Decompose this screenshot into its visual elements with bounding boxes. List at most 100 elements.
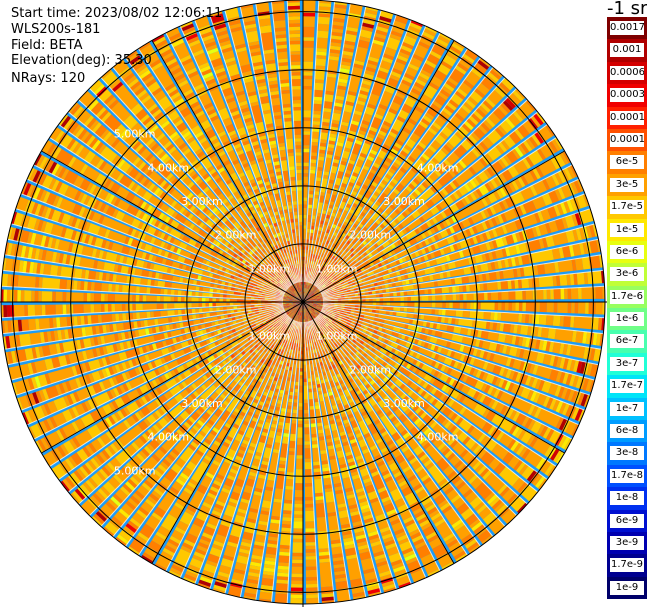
ray-separator [322, 285, 605, 302]
ray-gate-segment [168, 32, 301, 296]
ray-gate-segment [303, 48, 478, 302]
ray-gate-segment [311, 1, 348, 220]
ray-gate-segment [210, 13, 227, 31]
ray-gate-segment [119, 362, 258, 542]
ray-gate-segment [366, 335, 573, 451]
ray [33, 153, 302, 302]
ray-separator [321, 308, 586, 411]
ray-gate-segment [27, 307, 291, 423]
azimuth-spoke [302, 40, 455, 303]
ray-separator [138, 48, 293, 286]
ray-separator [4, 254, 284, 300]
ray-gate-segment [339, 22, 422, 210]
ray-gate-segment [360, 369, 497, 525]
ray-separator [321, 193, 586, 296]
colorbar-tick-label: 1.7e-8 [610, 468, 644, 483]
ray-gate-segment [128, 55, 141, 66]
ray-gate-segment [135, 108, 303, 302]
ray-gate-segment [274, 308, 303, 604]
ray-gate-segment [155, 308, 300, 569]
ray-gate-segment [304, 302, 350, 319]
ray-gate-segment [35, 171, 302, 302]
ray-gate-segment [2, 257, 221, 294]
ray-gate-segment [306, 302, 310, 303]
azimuth-spoke [302, 150, 565, 303]
ray-gate-segment [3, 305, 8, 318]
ray-gate-segment [331, 314, 577, 436]
ray-gate-segment [322, 315, 555, 476]
ray-gate-segment [378, 15, 392, 23]
ray-gate-segment [58, 114, 257, 268]
ray-gate-segment [361, 22, 375, 29]
ray-gate-segment [367, 588, 381, 595]
ray-gate-segment [312, 306, 546, 436]
ray-gate-segment [307, 229, 330, 289]
ray-gate-segment [27, 314, 250, 376]
ray-gate-segment [115, 312, 295, 547]
ray-gate-segment [306, 302, 365, 318]
colorbar-cell: 0.0001 [607, 128, 647, 152]
ray [115, 302, 303, 547]
ray-gate-segment [101, 302, 303, 477]
ray-gate-segment [317, 333, 440, 575]
ray-gate-segment [255, 303, 301, 333]
colorbar-tick-label: 6e-9 [610, 513, 644, 528]
ray-gate-segment [59, 323, 273, 474]
ray-gate-segment [294, 295, 298, 298]
ray-gate-segment [5, 336, 11, 349]
ray [303, 57, 491, 302]
colorbar-cell: 0.0003 [607, 84, 647, 107]
ray-gate-segment [322, 284, 326, 288]
ray-separator [307, 10, 382, 283]
ray-gate-segment [304, 140, 558, 302]
ray-gate-segment [239, 262, 298, 299]
ray-separator [26, 309, 285, 426]
ray-gate-segment [303, 14, 409, 301]
colorbar-cell: 1.7e-8 [607, 464, 647, 488]
ray-gate-segment [126, 52, 302, 300]
ray-gate-segment [165, 27, 292, 278]
ray-separator [309, 320, 412, 585]
ray-gate-segment [34, 376, 42, 389]
ray-gate-segment [22, 412, 30, 425]
ray-gate-segment [392, 326, 583, 389]
ray-gate-segment [304, 295, 320, 302]
ray-separator [138, 318, 293, 556]
ray-gate-segment [291, 343, 303, 585]
ray-gate-segment [315, 180, 582, 297]
ray-gate-segment [147, 216, 155, 225]
ray-gate-segment [181, 23, 194, 32]
ray-gate-segment [303, 303, 337, 369]
ray-gate-segment [30, 342, 217, 439]
ray-gate-segment [313, 298, 317, 300]
ray-gate-segment [4, 242, 302, 302]
ray [4, 242, 302, 302]
ray-gate-segment [291, 293, 295, 297]
ray-separator [4, 304, 284, 350]
ray-gate-segment [381, 137, 563, 255]
ray-gate-segment [220, 43, 285, 236]
ray-gate-segment [308, 290, 312, 294]
ray-gate-segment [303, 302, 326, 326]
ray-gate-segment [305, 36, 401, 296]
ray-gate-segment [321, 596, 335, 602]
ray [183, 303, 303, 584]
field-label: Field: BETA [11, 38, 83, 53]
ray-gate-segment [505, 97, 516, 109]
colorbar-tick-label: 6e-6 [610, 244, 644, 259]
ray-gate-segment [32, 170, 41, 183]
ray-gate-segment [74, 488, 86, 501]
ray-separator [20, 193, 285, 296]
ray-gate-segment [393, 270, 603, 297]
ray-gate-segment [6, 305, 11, 318]
ray-gate-segment [20, 245, 34, 259]
ray-separator [1, 285, 284, 302]
ray-gate-segment [452, 286, 456, 293]
ray-gate-segment [336, 141, 344, 147]
ray-gate-segment [37, 219, 302, 302]
ray-gate-segment [171, 303, 303, 573]
ray-gate-segment [359, 375, 474, 521]
ray-gate-segment [21, 182, 297, 300]
ray-gate-segment [260, 303, 303, 594]
ray-separator [224, 10, 299, 283]
